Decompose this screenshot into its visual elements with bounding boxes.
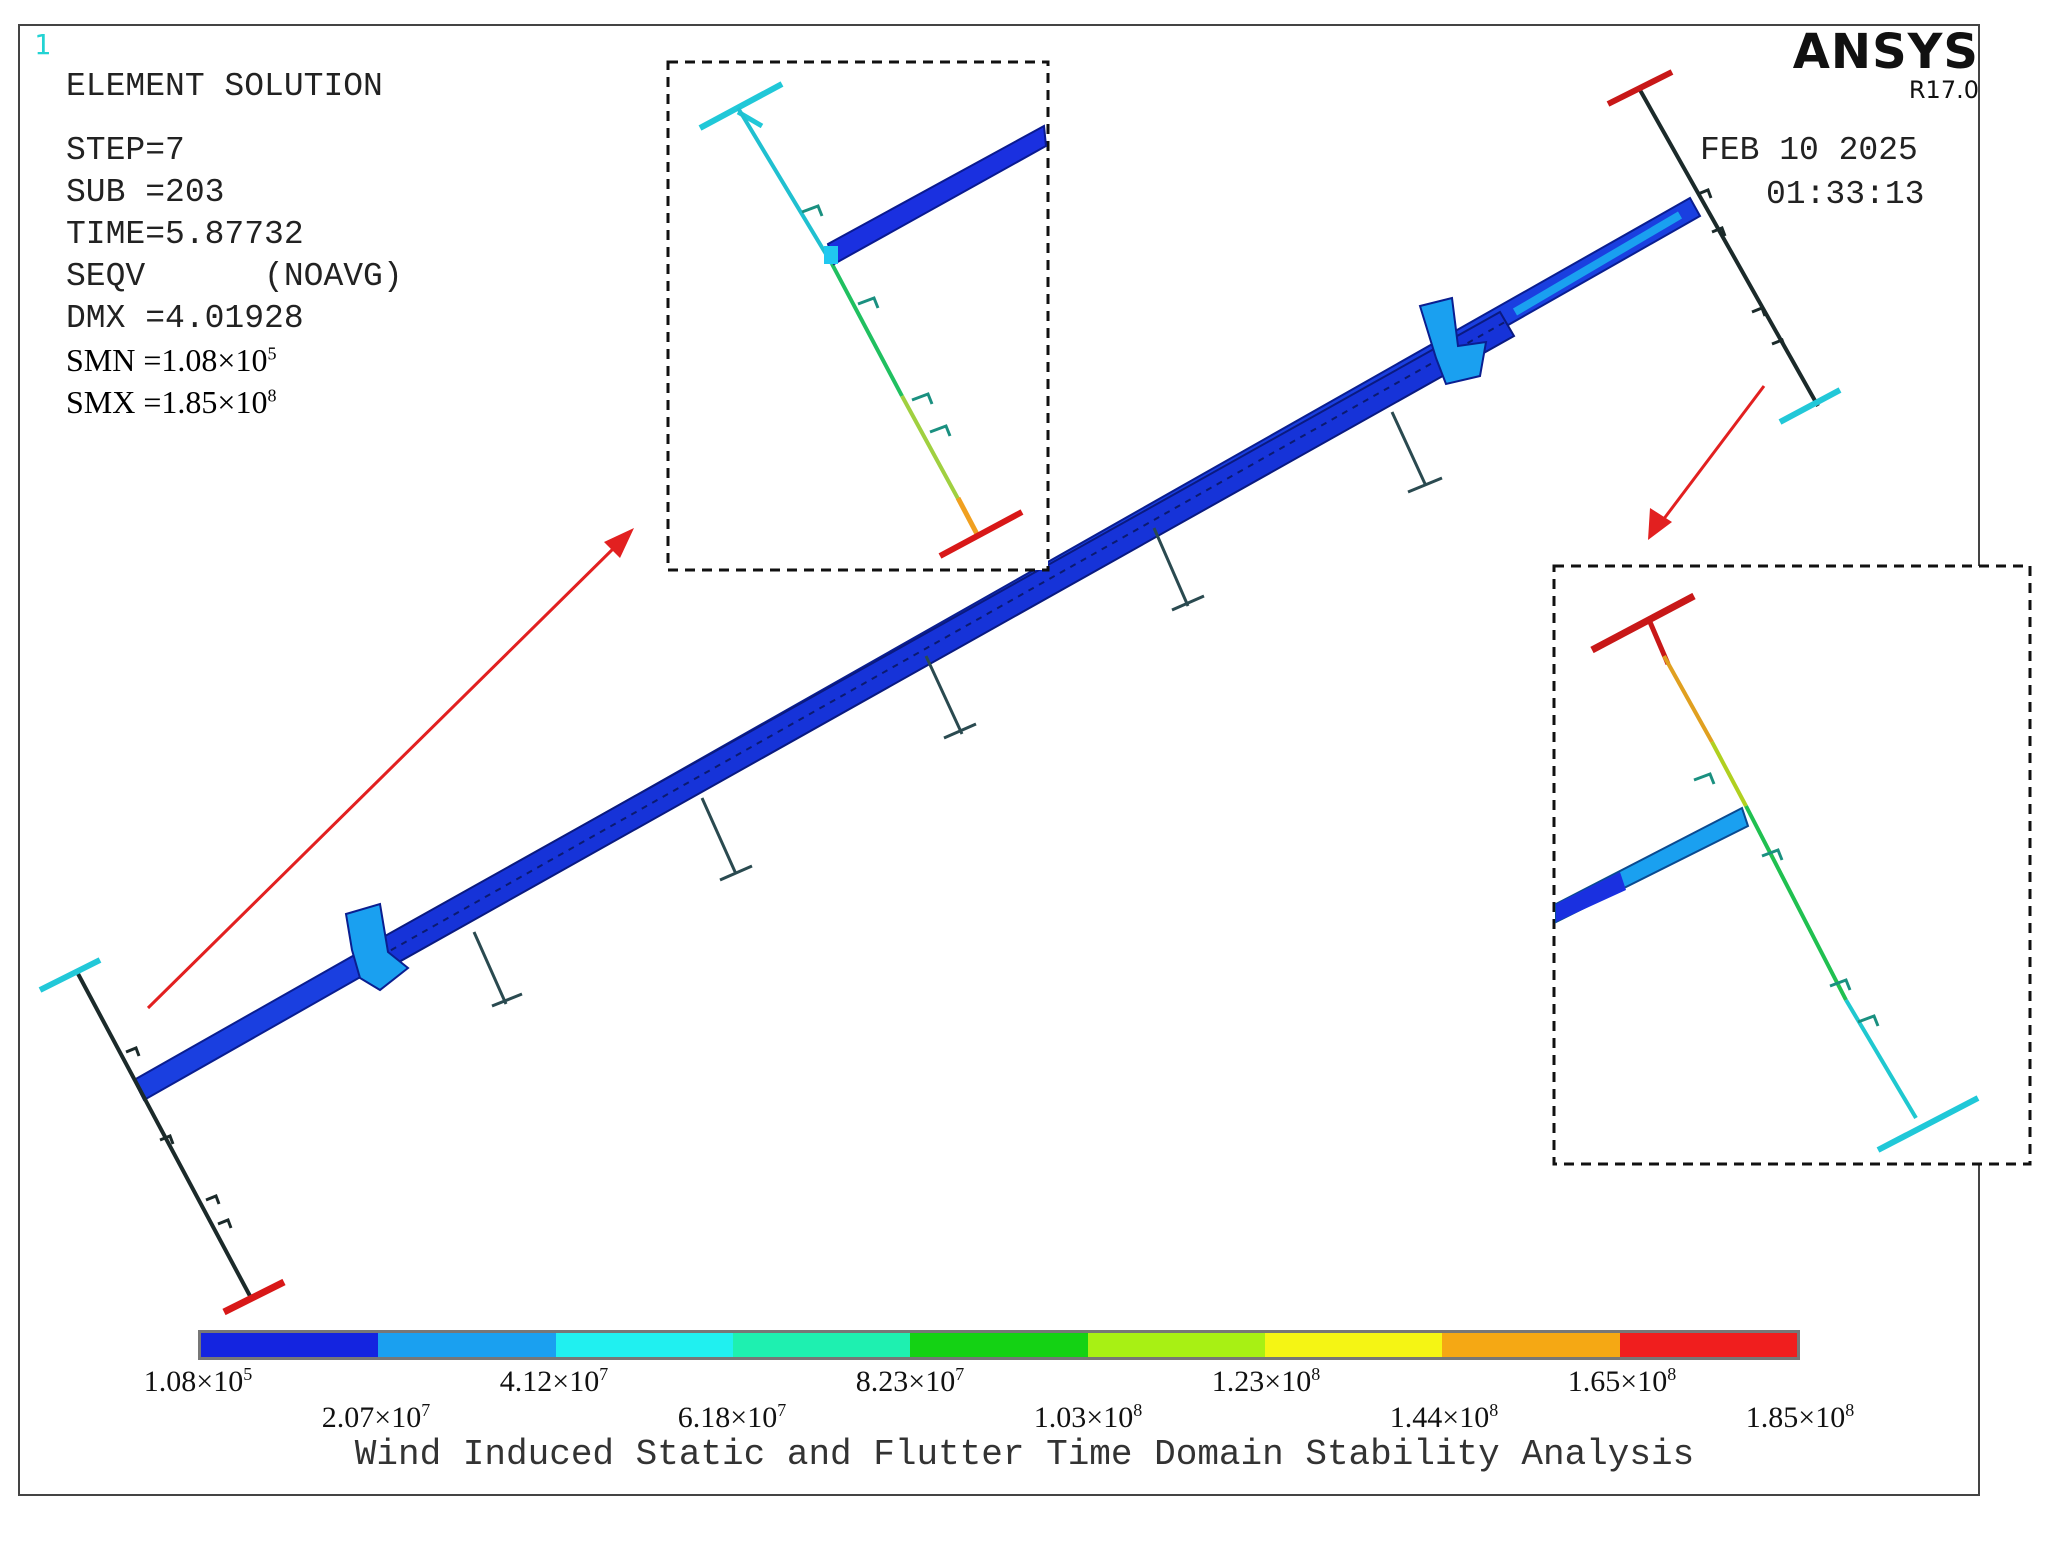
legend-label-value: 6.18×10 <box>677 1401 778 1434</box>
legend-label-exponent: 7 <box>955 1364 965 1384</box>
legend-label-value: 1.85×10 <box>1745 1401 1846 1434</box>
legend-label: 1.44×108 <box>1390 1400 1498 1435</box>
legend-label: 1.23×108 <box>1212 1364 1320 1399</box>
window-number: 1 <box>34 28 51 61</box>
zoom-arrow-left <box>146 528 634 1010</box>
info-dmx: DMX =4.01928 <box>66 300 304 337</box>
legend-label-value: 1.23×10 <box>1211 1365 1312 1398</box>
legend-color-cell <box>1619 1333 1797 1357</box>
legend-label-value: 1.08×10 <box>143 1365 244 1398</box>
info-smn: SMN =1.08×105 <box>66 342 276 379</box>
tower-right <box>1606 69 1842 425</box>
legend-label: 2.07×107 <box>322 1400 430 1435</box>
legend-label-exponent: 8 <box>1845 1400 1855 1420</box>
legend-color-cell <box>1087 1333 1265 1357</box>
legend-label-value: 1.65×10 <box>1567 1365 1668 1398</box>
legend-label-exponent: 8 <box>1311 1364 1321 1384</box>
info-title: ELEMENT SOLUTION <box>66 68 383 105</box>
legend-color-cell <box>1264 1333 1443 1357</box>
tower-left <box>38 957 286 1316</box>
legend-label: 4.12×107 <box>500 1364 608 1399</box>
info-time: TIME=5.87732 <box>66 216 304 253</box>
inset-detail-left <box>666 60 1050 572</box>
info-sub: SUB =203 <box>66 174 225 211</box>
zoom-arrow-right <box>1648 385 1766 540</box>
legend-label-exponent: 5 <box>243 1364 253 1384</box>
legend-label-value: 1.44×10 <box>1389 1401 1490 1434</box>
color-legend-bar <box>198 1330 1800 1360</box>
legend-color-cell <box>378 1333 556 1357</box>
info-smn-exp: 5 <box>267 343 277 364</box>
legend-label: 1.65×108 <box>1568 1364 1676 1399</box>
legend-label-value: 1.03×10 <box>1033 1401 1134 1434</box>
info-step: STEP=7 <box>66 132 185 169</box>
info-smn-label: SMN =1.08×10 <box>66 342 268 378</box>
legend-label: 8.23×107 <box>856 1364 964 1399</box>
plot-time: 01:33:13 <box>1766 176 1925 213</box>
end-block-left <box>344 902 410 992</box>
info-smx-label: SMX =1.85×10 <box>66 384 268 420</box>
legend-label-exponent: 8 <box>1667 1364 1677 1384</box>
legend-color-cell <box>732 1333 911 1357</box>
legend-label: 1.08×105 <box>144 1364 252 1399</box>
legend-color-cell <box>910 1333 1088 1357</box>
hangers <box>472 411 1443 1008</box>
figure-caption: Wind Induced Static and Flutter Time Dom… <box>354 1434 1695 1475</box>
ansys-brand: ANSYS R17.0 <box>1793 28 1979 104</box>
legend-label: 1.85×108 <box>1746 1400 1854 1435</box>
legend-label: 1.03×108 <box>1034 1400 1142 1435</box>
legend-color-cell <box>201 1333 379 1357</box>
end-block-right <box>1418 296 1488 386</box>
inset-detail-right <box>1552 564 2032 1166</box>
legend-color-cell <box>1442 1333 1620 1357</box>
legend-color-cell <box>555 1333 733 1357</box>
brand-version: R17.0 <box>1908 76 1979 104</box>
legend-label-exponent: 8 <box>1133 1400 1143 1420</box>
legend-label-value: 4.12×10 <box>499 1365 600 1398</box>
legend-label: 6.18×107 <box>678 1400 786 1435</box>
info-smx-exp: 8 <box>267 385 277 406</box>
info-smx: SMX =1.85×108 <box>66 384 276 421</box>
legend-label-exponent: 7 <box>421 1400 431 1420</box>
legend-label-value: 8.23×10 <box>855 1365 956 1398</box>
plot-date: FEB 10 2025 <box>1700 132 1918 169</box>
legend-label-exponent: 8 <box>1489 1400 1499 1420</box>
legend-label-exponent: 7 <box>599 1364 609 1384</box>
info-seqv: SEQV (NOAVG) <box>66 258 403 295</box>
brand-name: ANSYS <box>1792 24 1979 80</box>
legend-label-exponent: 7 <box>777 1400 787 1420</box>
legend-label-value: 2.07×10 <box>321 1401 422 1434</box>
